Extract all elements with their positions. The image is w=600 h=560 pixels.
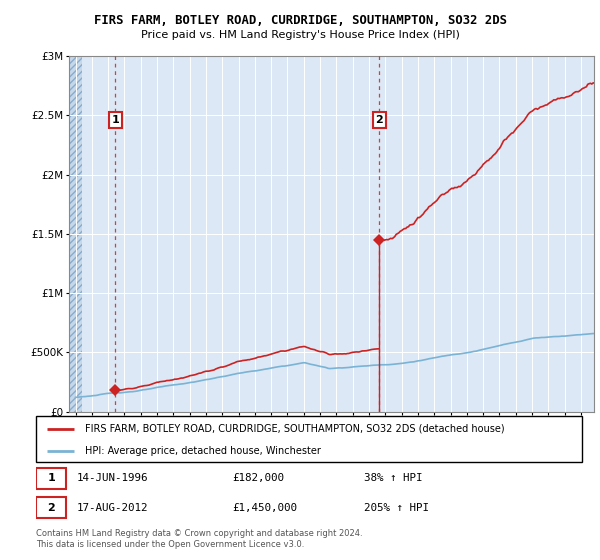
Text: FIRS FARM, BOTLEY ROAD, CURDRIDGE, SOUTHAMPTON, SO32 2DS (detached house): FIRS FARM, BOTLEY ROAD, CURDRIDGE, SOUTH… (85, 424, 505, 434)
Bar (36, 497, 66, 519)
Text: £1,450,000: £1,450,000 (233, 503, 298, 513)
Bar (69, 56, 82, 412)
Text: 1: 1 (112, 115, 119, 125)
Bar (36, 468, 66, 489)
Text: HPI: Average price, detached house, Winchester: HPI: Average price, detached house, Winc… (85, 446, 321, 455)
Text: Contains HM Land Registry data © Crown copyright and database right 2024.
This d: Contains HM Land Registry data © Crown c… (36, 529, 362, 549)
Text: 1: 1 (47, 473, 55, 483)
Text: 14-JUN-1996: 14-JUN-1996 (77, 473, 148, 483)
Text: 17-AUG-2012: 17-AUG-2012 (77, 503, 148, 513)
Text: 2: 2 (376, 115, 383, 125)
Text: FIRS FARM, BOTLEY ROAD, CURDRIDGE, SOUTHAMPTON, SO32 2DS: FIRS FARM, BOTLEY ROAD, CURDRIDGE, SOUTH… (94, 14, 506, 27)
Text: 2: 2 (47, 503, 55, 513)
Text: Price paid vs. HM Land Registry's House Price Index (HPI): Price paid vs. HM Land Registry's House … (140, 30, 460, 40)
Text: £182,000: £182,000 (233, 473, 284, 483)
Text: 205% ↑ HPI: 205% ↑ HPI (364, 503, 428, 513)
Text: 38% ↑ HPI: 38% ↑ HPI (364, 473, 422, 483)
